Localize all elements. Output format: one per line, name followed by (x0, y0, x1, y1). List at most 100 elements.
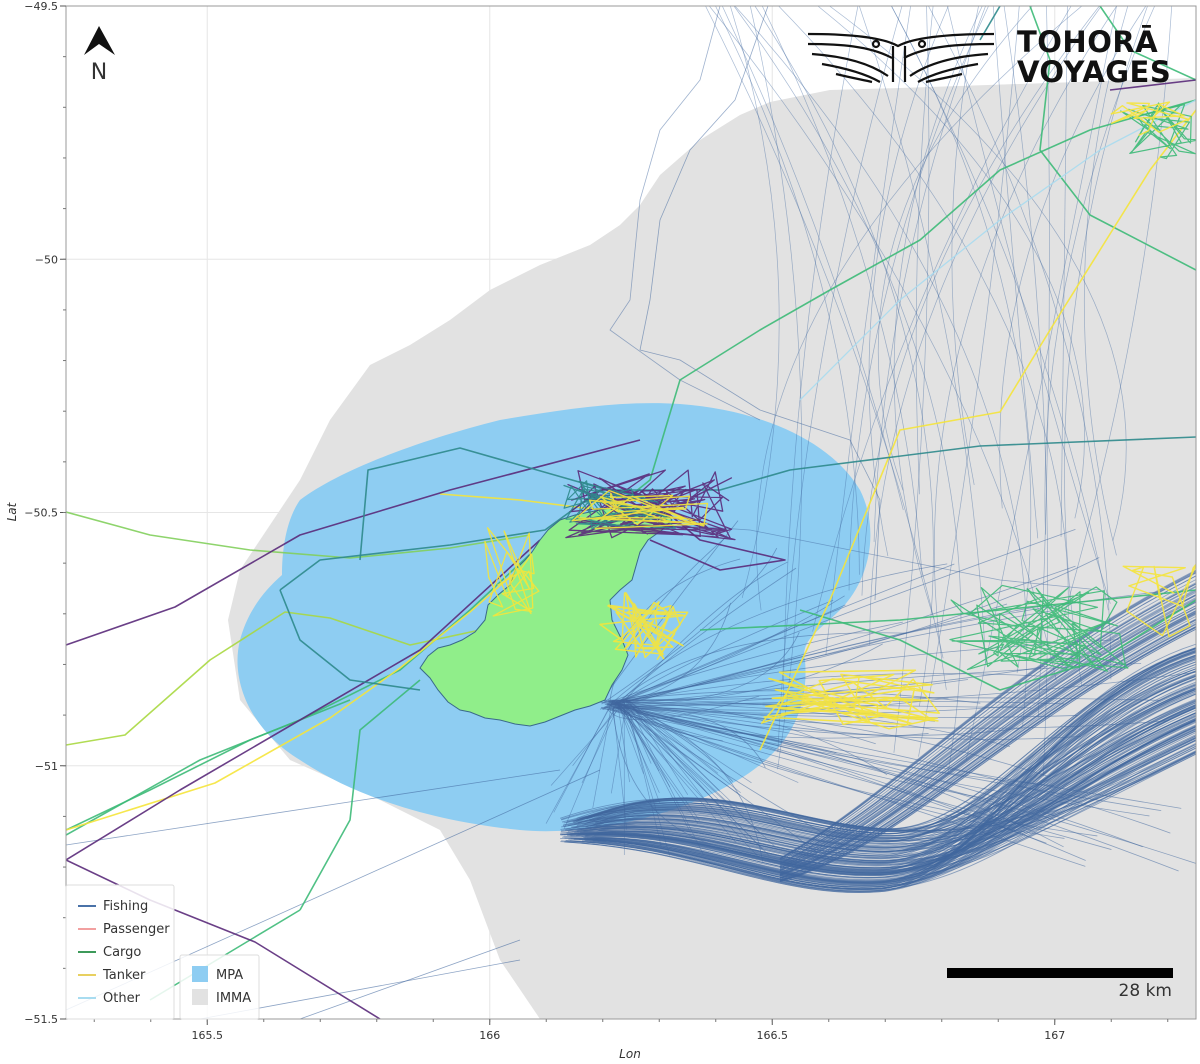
fishing-track (611, 599, 834, 708)
legend-label-mpa: MPA (216, 968, 243, 983)
brand-line-2: VOYAGES (1017, 55, 1171, 89)
fishing-track (918, 6, 1020, 757)
fishing-track (1044, 6, 1155, 535)
fishing-track (617, 673, 1044, 704)
fishing-track (616, 699, 630, 783)
vessel-track (299, 679, 421, 911)
fishing-track (928, 6, 1112, 680)
fishing-track (779, 585, 1196, 865)
vessel-track (66, 511, 531, 559)
fishing-track (616, 697, 1160, 702)
x-tick-label: 167 (1044, 1029, 1065, 1042)
vessel-track-cluster (565, 469, 736, 541)
vessel-track (66, 859, 381, 1019)
fishing-track (594, 684, 1196, 843)
fishing-track (580, 715, 1196, 867)
fishing-track (602, 708, 766, 768)
fishing-track (779, 610, 1196, 875)
fishing-track (877, 6, 1033, 491)
fishing-track (561, 670, 1196, 840)
fishing-track (614, 528, 1076, 704)
fishing-track (618, 705, 995, 801)
fishing-track (592, 742, 1196, 892)
fishing-track (992, 6, 1039, 539)
vessel-track (759, 109, 1196, 751)
fishing-track (733, 6, 962, 774)
fishing-track (730, 6, 780, 598)
vessel-track-cluster (1120, 102, 1196, 160)
fishing-track (627, 699, 719, 774)
fishing-track (627, 699, 752, 784)
fishing-track (761, 6, 923, 576)
vessel-track-cluster (484, 527, 540, 617)
fishing-track (705, 6, 944, 659)
vessel-track (1099, 6, 1196, 81)
fishing-track (779, 572, 1196, 860)
fishing-track (779, 600, 1196, 871)
area-legend: MPA IMMA (179, 954, 260, 1020)
x-tick-label: 165.5 (192, 1029, 224, 1042)
vessel-track-cluster (571, 489, 709, 530)
fishing-track (722, 6, 904, 511)
fishing-track (779, 583, 1196, 864)
vessel-track (66, 611, 481, 746)
fishing-track (1064, 6, 1148, 686)
legend-label-tanker: Tanker (102, 968, 146, 983)
fishing-track (589, 720, 1196, 850)
fishing-track (779, 623, 1196, 881)
fishing-track (829, 6, 1127, 541)
fishing-track (620, 699, 736, 818)
fishing-track (570, 716, 1196, 877)
fishing-track (619, 699, 1082, 740)
scale-bar: 28 km (947, 968, 1173, 1001)
fishing-track (779, 570, 1196, 859)
fishing-track (825, 6, 911, 655)
vessel-track (66, 539, 541, 861)
fishing-track (66, 769, 561, 846)
fishing-track (598, 690, 1196, 862)
fishing-track (601, 702, 1171, 834)
fishing-track (715, 6, 860, 575)
fishing-track (578, 658, 1196, 885)
fishing-track (779, 579, 1196, 863)
fishing-track (606, 708, 1055, 787)
vessel-track-cluster (1122, 563, 1196, 638)
legend-label-imma: IMMA (216, 991, 251, 1006)
x-tick-label: 166.5 (757, 1029, 789, 1042)
fishing-track (782, 6, 859, 702)
vessel-track (66, 567, 521, 831)
fishing-track (618, 610, 1055, 705)
legend-swatch-imma (192, 989, 208, 1005)
fishing-track (617, 708, 1143, 848)
fishing-track (778, 6, 1069, 640)
fishing-track (599, 595, 845, 710)
fishing-track (858, 6, 986, 663)
scale-bar-label: 28 km (1119, 981, 1172, 1001)
y-tick-label: −49.5 (24, 0, 58, 13)
fishing-track (592, 717, 1196, 890)
vessel-track (1029, 6, 1196, 271)
vessel-track-cluster (599, 591, 689, 660)
fishing-track (628, 699, 689, 795)
fishing-track (891, 6, 1109, 611)
y-tick-label: −51.5 (24, 1013, 58, 1026)
fishing-track (1003, 6, 1049, 777)
legend-label-other: Other (103, 991, 141, 1006)
fishing-track (779, 582, 1196, 864)
fishing-track (812, 6, 1072, 632)
vessel-legend: Fishing Passenger Cargo Tanker Other (65, 884, 175, 1020)
fishing-track (565, 647, 1196, 891)
fishing-track (567, 688, 1196, 876)
fishing-track (584, 651, 1196, 883)
whale-tail-emblem-icon (807, 32, 995, 84)
fishing-track (573, 712, 1196, 845)
fishing-track (584, 687, 1196, 844)
fishing-track (584, 737, 1196, 884)
fishing-track (779, 598, 1196, 871)
north-arrow: N (84, 26, 115, 85)
fishing-track (947, 6, 1111, 604)
fishing-track (616, 565, 1076, 707)
fishing-track (779, 627, 1196, 882)
vessel-track (279, 589, 421, 691)
legend-swatch-mpa (192, 966, 208, 982)
